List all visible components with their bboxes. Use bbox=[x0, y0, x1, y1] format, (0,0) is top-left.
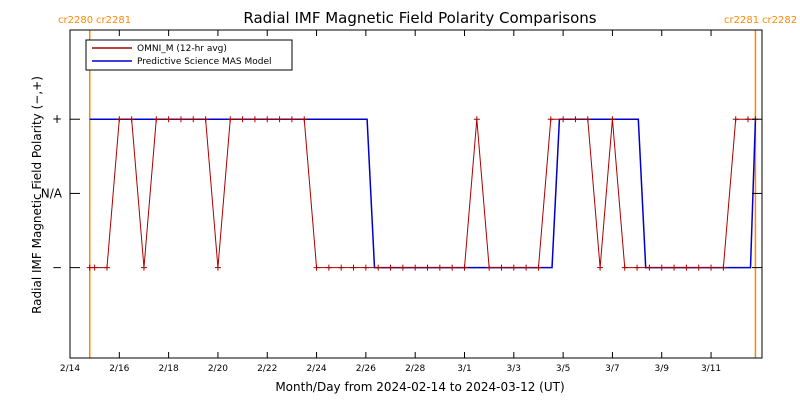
series-line-mas-model bbox=[89, 118, 757, 269]
carrington-label-left-2: cr2281 bbox=[96, 15, 131, 26]
omni-point-23 bbox=[362, 264, 369, 271]
x-tick-label-5: 2/24 bbox=[306, 364, 326, 374]
omni-point-14 bbox=[251, 116, 258, 123]
omni-point-39 bbox=[560, 116, 567, 123]
omni-point-31 bbox=[461, 264, 468, 271]
x-tick-label-9: 3/3 bbox=[507, 364, 521, 374]
omni-point-8 bbox=[177, 116, 184, 123]
omni-point-3 bbox=[116, 116, 123, 123]
omni-point-19 bbox=[313, 264, 320, 271]
x-tick-label-13: 3/11 bbox=[701, 364, 721, 374]
legend-label-mas: Predictive Science MAS Model bbox=[137, 57, 272, 67]
x-tick-label-10: 3/5 bbox=[556, 364, 570, 374]
x-tick-label-11: 3/7 bbox=[605, 364, 619, 374]
omni-point-25 bbox=[387, 264, 394, 271]
legend-box bbox=[85, 39, 293, 71]
omni-point-21 bbox=[338, 264, 345, 271]
y-tick-label-2: − bbox=[52, 261, 62, 275]
carrington-markers bbox=[88, 30, 757, 358]
x-tick-label-8: 3/1 bbox=[457, 364, 471, 374]
x-tick-label-1: 2/16 bbox=[109, 364, 129, 374]
omni-point-30 bbox=[449, 264, 456, 271]
series-line-omni bbox=[89, 118, 756, 269]
omni-point-22 bbox=[350, 264, 357, 271]
x-tick-label-6: 2/26 bbox=[356, 364, 376, 374]
plot-frame bbox=[69, 29, 763, 359]
chart-title: Radial IMF Magnetic Field Polarity Compa… bbox=[243, 9, 596, 27]
series-lines bbox=[86, 116, 759, 271]
y-tick-label-0: + bbox=[52, 112, 62, 126]
omni-point-44 bbox=[621, 264, 628, 271]
omni-point-35 bbox=[510, 264, 517, 271]
legend-label-omni: OMNI_M (12-hr avg) bbox=[137, 44, 227, 54]
x-axis-label: Month/Day from 2024-02-14 to 2024-03-12 … bbox=[275, 380, 564, 394]
omni-point-54 bbox=[745, 116, 752, 123]
omni-point-28 bbox=[424, 264, 431, 271]
omni-point-27 bbox=[412, 264, 419, 271]
omni-point-38 bbox=[547, 116, 554, 123]
omni-point-45 bbox=[634, 264, 641, 271]
y-axis-label: Radial IMF Magnetic Field Polarity (−,+) bbox=[30, 76, 44, 314]
omni-point-5 bbox=[140, 264, 147, 271]
omni-point-4 bbox=[128, 116, 135, 123]
x-tick-label-3: 2/20 bbox=[208, 364, 228, 374]
omni-point-20 bbox=[325, 264, 332, 271]
omni-point-12 bbox=[227, 116, 234, 123]
omni-point-24 bbox=[375, 264, 382, 271]
omni-point-33 bbox=[486, 264, 493, 271]
omni-point-49 bbox=[683, 264, 690, 271]
omni-point-42 bbox=[597, 264, 604, 271]
omni-point-32 bbox=[473, 116, 480, 123]
omni-point-1 bbox=[91, 264, 98, 271]
x-tick-label-0: 2/14 bbox=[60, 364, 80, 374]
omni-point-10 bbox=[202, 116, 209, 123]
omni-point-29 bbox=[436, 264, 443, 271]
x-tick-label-7: 2/28 bbox=[405, 364, 425, 374]
omni-point-36 bbox=[523, 264, 530, 271]
x-tick-label-12: 3/9 bbox=[654, 364, 669, 374]
omni-point-13 bbox=[239, 116, 246, 123]
omni-point-26 bbox=[399, 264, 406, 271]
carrington-label-right-2: cr2282 bbox=[762, 15, 797, 26]
omni-point-7 bbox=[165, 116, 172, 123]
omni-point-43 bbox=[609, 116, 616, 123]
omni-point-51 bbox=[708, 264, 715, 271]
omni-point-34 bbox=[498, 264, 505, 271]
omni-point-18 bbox=[301, 116, 308, 123]
omni-point-11 bbox=[214, 264, 221, 271]
omni-point-9 bbox=[190, 116, 197, 123]
x-tick-label-4: 2/22 bbox=[257, 364, 277, 374]
omni-point-16 bbox=[276, 116, 283, 123]
omni-point-53 bbox=[732, 116, 739, 123]
omni-point-47 bbox=[658, 264, 665, 271]
omni-point-52 bbox=[720, 264, 727, 271]
carrington-label-left-1: cr2280 bbox=[58, 15, 93, 26]
omni-point-37 bbox=[535, 264, 542, 271]
omni-point-6 bbox=[153, 116, 160, 123]
legend: OMNI_M (12-hr avg) Predictive Science MA… bbox=[85, 39, 293, 71]
y-axis-ticks: + N/A − bbox=[41, 112, 762, 275]
omni-point-50 bbox=[695, 264, 702, 271]
x-axis-ticks: 2/14 2/16 2/18 2/20 2/22 2/24 2/26 2/28 3/1 3/3 3/… bbox=[60, 30, 721, 374]
omni-point-48 bbox=[671, 264, 678, 271]
omni-point-17 bbox=[288, 116, 295, 123]
omni-point-40 bbox=[572, 116, 579, 123]
x-tick-label-2: 2/18 bbox=[159, 364, 179, 374]
carrington-label-right-1: cr2281 bbox=[724, 15, 759, 26]
y-tick-label-1: N/A bbox=[41, 186, 63, 200]
omni-point-46 bbox=[646, 264, 653, 271]
omni-point-2 bbox=[103, 264, 110, 271]
omni-point-41 bbox=[584, 116, 591, 123]
omni-point-15 bbox=[264, 116, 271, 123]
